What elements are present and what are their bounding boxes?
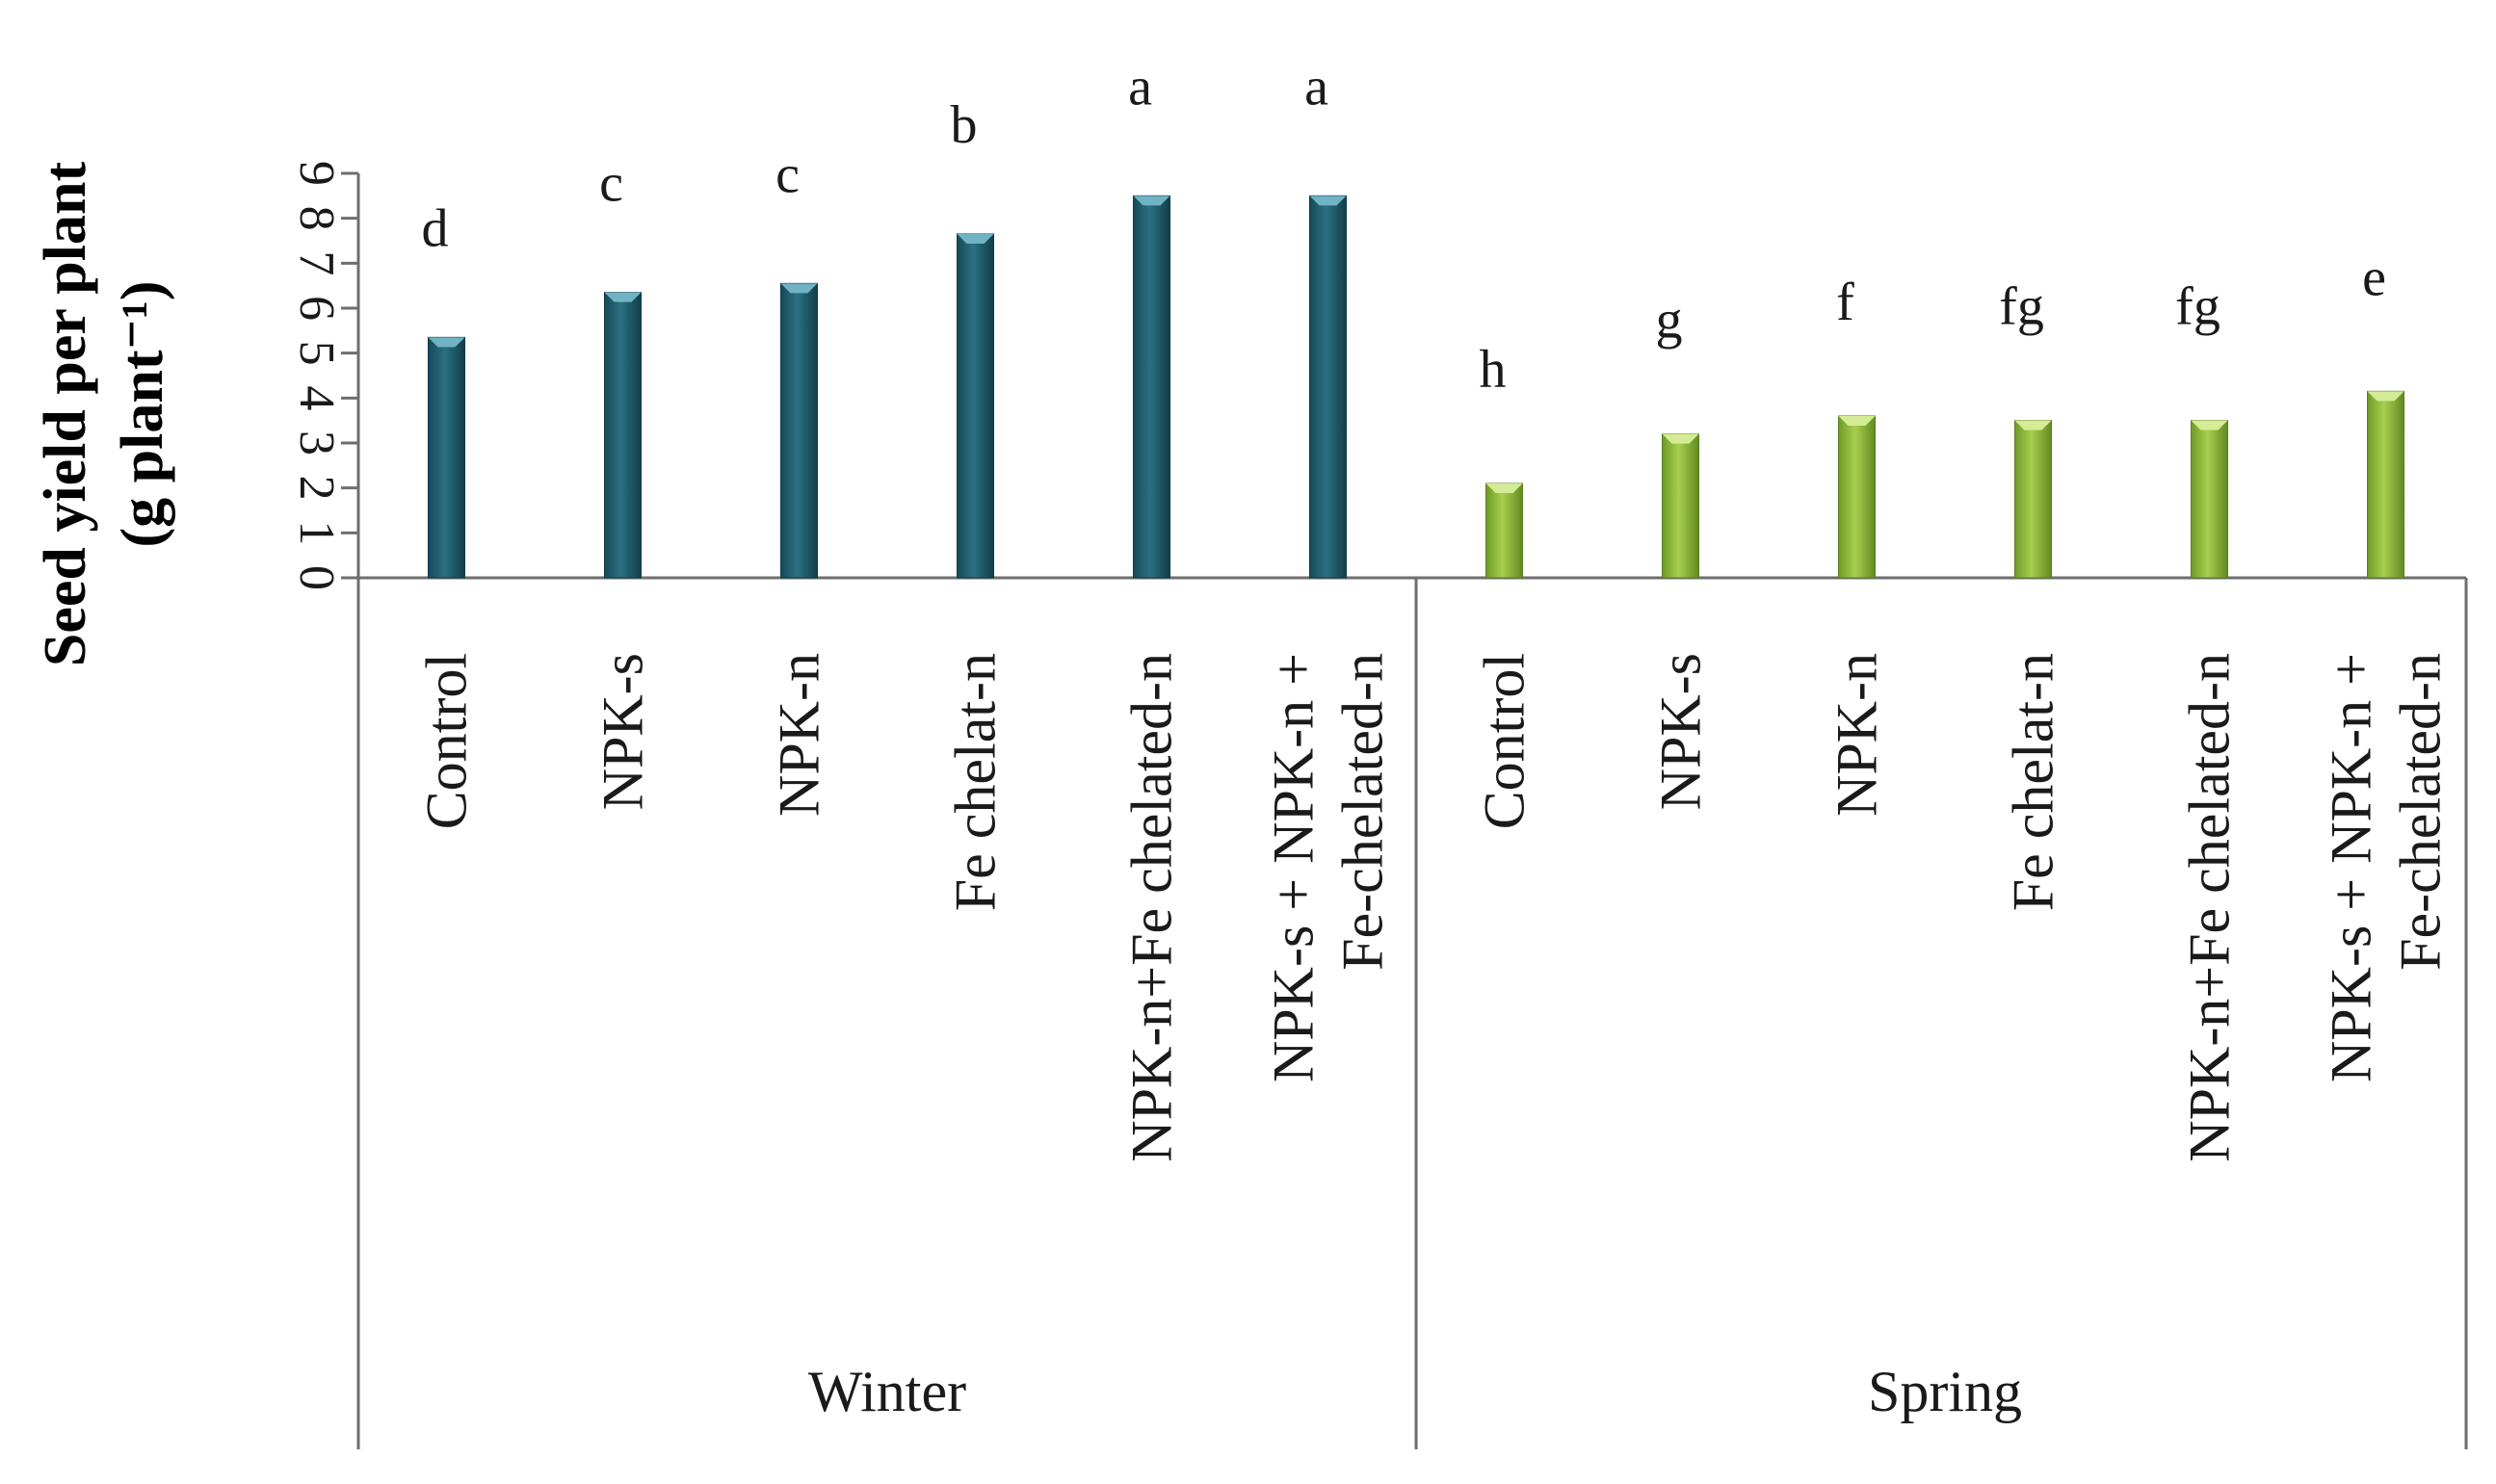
- significance-letter: e: [2362, 247, 2386, 307]
- y-tick-label: 2: [289, 476, 344, 501]
- bar-cap: [604, 292, 642, 302]
- y-tick-label: 5: [289, 341, 344, 366]
- x-tick-label: NPK-n: [768, 653, 831, 817]
- bar-cap: [1133, 195, 1170, 206]
- significance-letter: b: [951, 95, 978, 155]
- bar: [2191, 420, 2228, 579]
- significance-letter: h: [1480, 340, 1507, 400]
- x-tick-label: NPK-s + NPK-n +: [2320, 653, 2383, 1082]
- y-tick-label: 0: [289, 565, 344, 590]
- bar-cap: [780, 283, 818, 294]
- bar-cap: [1838, 416, 1876, 426]
- bar-cap: [1485, 483, 1523, 493]
- significance-letter: d: [422, 198, 449, 258]
- x-tick-label: NPK-s: [1649, 653, 1713, 810]
- bar-cap: [1662, 433, 1699, 444]
- x-tick-label: Fe-chelated-n: [2389, 653, 2453, 971]
- bar: [780, 282, 818, 579]
- bar: [428, 336, 465, 579]
- significance-letter: fg: [2175, 277, 2220, 337]
- x-tick-label: Control: [1473, 653, 1537, 829]
- bar: [1133, 195, 1170, 579]
- bar-cap: [2367, 391, 2404, 402]
- bar: [1838, 415, 1876, 579]
- bar: [1309, 195, 1347, 579]
- significance-letter: a: [1304, 57, 1328, 117]
- significance-letter: f: [1836, 273, 1854, 332]
- x-tick-label: Fe-chelated-n: [1331, 653, 1395, 971]
- y-tick-label: 3: [289, 430, 344, 456]
- x-tick-label: Fe chelat-n: [944, 653, 1008, 911]
- bar-cap: [1309, 195, 1347, 206]
- significance-letter: c: [775, 144, 800, 204]
- bar: [2367, 390, 2404, 579]
- y-tick-label: 6: [289, 296, 344, 321]
- x-tick-label: NPK-n: [1826, 653, 1889, 817]
- y-tick-label: 7: [289, 250, 344, 275]
- bar: [2014, 420, 2052, 579]
- bar: [604, 292, 642, 579]
- x-tick-label: NPK-n+Fe chelated-n: [1120, 653, 1184, 1162]
- bar: [1662, 433, 1699, 579]
- y-tick-label: 9: [289, 161, 344, 186]
- y-tick-label: 4: [289, 385, 344, 410]
- group-label: Winter: [808, 1360, 966, 1423]
- bar-cap: [2191, 420, 2228, 430]
- bar-cap: [957, 234, 994, 244]
- bar-cap: [428, 337, 465, 348]
- y-axis-title-line1: Seed yield per plant: [33, 162, 98, 667]
- bar-cap: [2014, 420, 2052, 430]
- x-tick-label: Control: [415, 653, 479, 829]
- x-tick-label: NPK-s: [591, 653, 655, 810]
- significance-letter: a: [1128, 57, 1152, 117]
- bar: [957, 233, 994, 579]
- x-tick-label: Fe chelat-n: [2002, 653, 2065, 911]
- significance-letter: fg: [1999, 277, 2044, 337]
- significance-letter: c: [599, 154, 623, 214]
- y-tick-label: 1: [289, 520, 344, 545]
- bar: [1485, 482, 1523, 579]
- y-tick-label: 8: [289, 206, 344, 231]
- x-tick-label: NPK-s + NPK-n +: [1262, 653, 1326, 1082]
- significance-letter: g: [1656, 291, 1683, 351]
- group-label: Spring: [1868, 1360, 2022, 1423]
- y-axis-title-line2: (g plant⁻¹): [110, 281, 175, 548]
- x-tick-label: NPK-n+Fe chelated-n: [2178, 653, 2242, 1162]
